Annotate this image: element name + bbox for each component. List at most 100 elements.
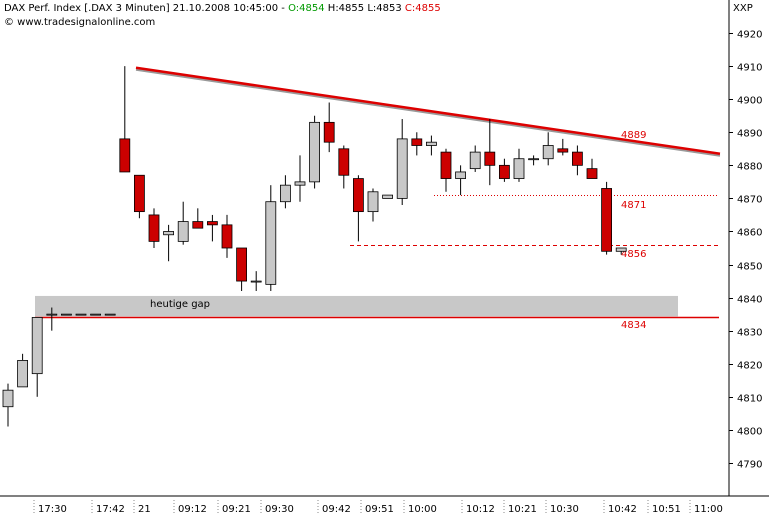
candle [206,214,218,242]
source-credit: © www.tradesignalonline.com [4,17,156,28]
candle-body-down [192,221,204,229]
candle-body-down [352,178,364,213]
header-open: O:4854 [288,3,325,14]
gap-zone-label: heutige gap [150,299,210,310]
candle [265,185,277,291]
candle-body-up [455,171,467,179]
candle [148,208,160,248]
candle [90,313,101,316]
candle-body-down [411,138,423,146]
candle-body-down [601,188,612,252]
level-label-4871: 4871 [621,200,646,211]
candle [557,138,569,156]
candle [396,119,408,206]
candle-body-down [586,168,598,179]
x-tick-label: 10:00 [408,504,437,515]
candle-body-up [542,145,554,160]
candle-body-down [148,214,160,242]
candle-body-up [250,280,262,283]
candle-body-up [163,231,175,236]
y-tick-label: 4820 [737,361,762,372]
candle-body-up [309,121,321,183]
candle [31,317,43,397]
candle-body-down [440,151,452,179]
candle-body-down [572,151,583,166]
header-close: C:4855 [404,3,441,14]
candle [615,247,627,255]
candle-body-up [2,389,14,408]
gap-zone-layer: heutige gap [35,295,678,317]
candle-body-up [75,313,87,316]
candle-body-up [61,313,72,316]
candle [279,175,291,209]
trendline-layer: 4889 [135,66,721,157]
candle [352,175,364,242]
candle [572,145,583,176]
header-title: DAX Perf. Index [.DAX 3 Minuten] 21.10.2… [4,3,289,14]
candle [236,247,248,291]
grid [33,500,691,514]
candle [338,145,350,189]
header-low: L:4853 [367,3,402,14]
candle [250,271,262,291]
x-tick-label: 21 [138,504,151,515]
x-tick-label: 17:30 [38,504,67,515]
candle-body-up [469,151,481,170]
candle [294,155,306,202]
candle [323,102,335,153]
candle-body-up [367,191,379,213]
candle-body-up [104,313,116,316]
y-tick-label: 4860 [737,228,762,239]
candle [104,313,116,316]
candle-body-down [323,121,335,143]
trendline-shadow [135,68,721,157]
candle [498,158,510,182]
candle-body-down [498,164,510,179]
y-tick-label: 4870 [737,195,762,206]
x-tick-label: 17:42 [96,504,125,515]
y-tick-label: 4920 [737,30,762,41]
candle [17,353,29,388]
y-tick-label: 4890 [737,129,762,140]
candle-body-up [382,194,394,199]
y-tick-label: 4840 [737,295,762,306]
y-tick-label: 4790 [737,460,762,471]
candle [484,119,496,186]
candle-body-down [338,148,350,176]
symbol-label: XXP [733,3,753,14]
candle-body-up [615,247,627,252]
x-tick-label: 09:42 [322,504,351,515]
candle [192,208,204,229]
level-label-4834: 4834 [621,320,646,331]
candle-body-up [31,317,43,375]
x-tick-label: 10:30 [550,504,579,515]
y-tick-label: 4830 [737,328,762,339]
candle-body-down [236,247,248,282]
candle-body-up [177,221,189,242]
x-tick-label: 11:00 [694,504,723,515]
y-tick-label: 4900 [737,96,762,107]
candle [586,158,598,179]
x-tick-label: 10:42 [608,504,637,515]
candle-body-up [90,313,101,316]
x-tick-label: 09:51 [365,504,394,515]
candle [513,148,525,182]
candle [411,132,423,156]
candle-body-up [279,184,291,203]
candle [601,181,612,255]
level-label-4856: 4856 [621,249,646,260]
candle [75,313,87,316]
y-tick-label: 4850 [737,262,762,273]
candle [455,165,467,196]
candle [469,145,481,172]
candle [382,194,394,199]
candle-body-down [221,224,233,249]
x-tick-label: 09:12 [178,504,207,515]
candle [177,201,189,245]
x-tick-label: 09:30 [265,504,294,515]
candle-body-down [119,138,131,173]
candle [309,115,321,189]
levels-layer: 4871 4856 4834 [35,195,719,331]
candle-body-down [557,148,569,153]
